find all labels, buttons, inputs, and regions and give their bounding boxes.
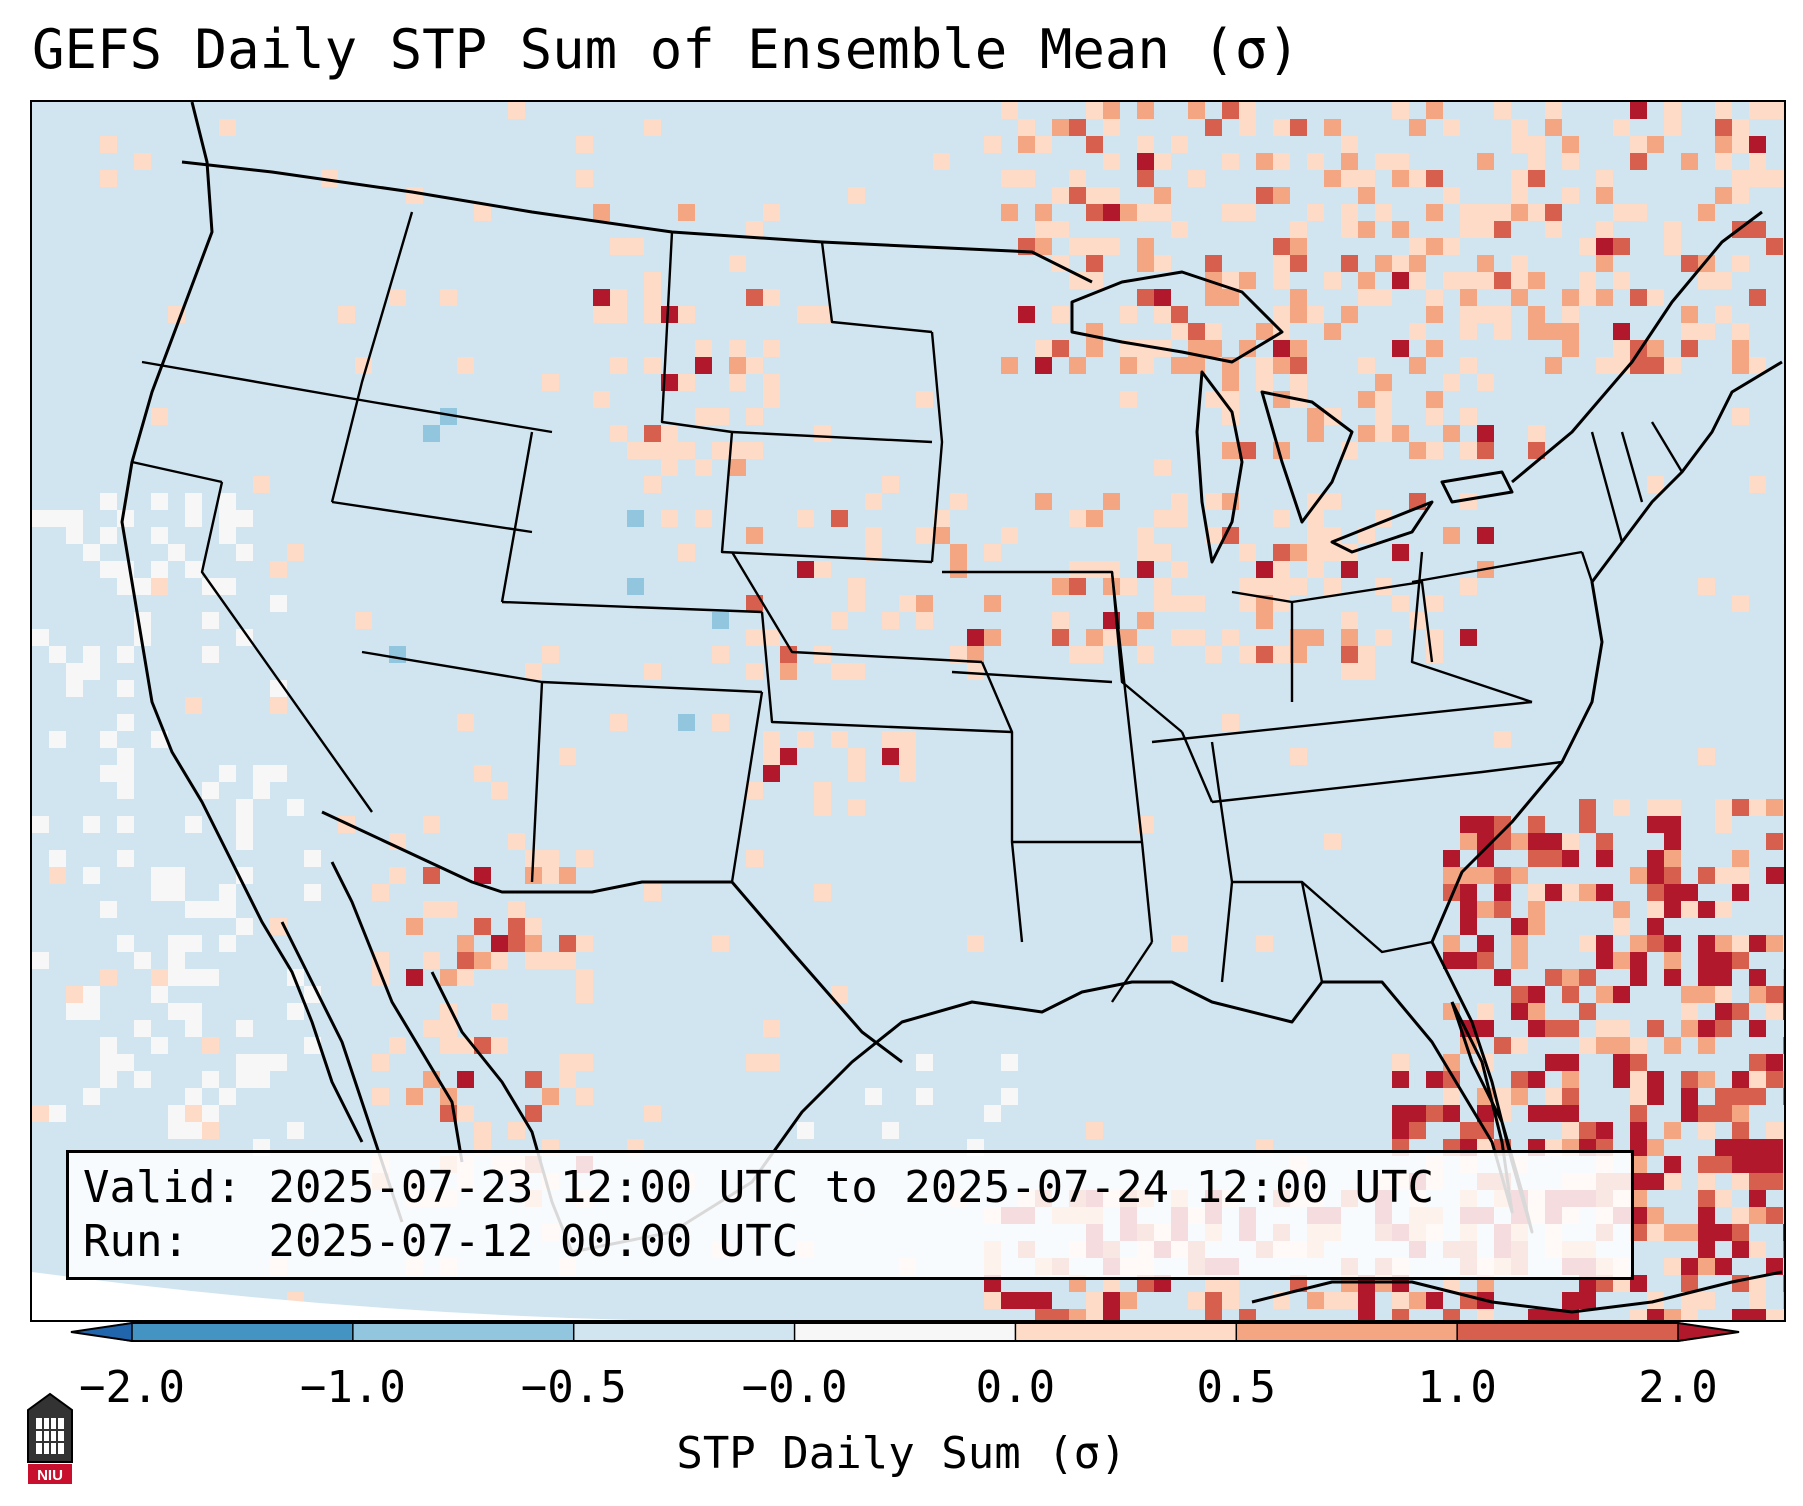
state-borders: [131, 211, 1684, 1003]
colorbar-tick-label: −0.5: [520, 1362, 627, 1413]
run-label: Run:: [83, 1216, 189, 1267]
colorbar-extend-high: [1678, 1322, 1740, 1342]
valid-value: 2025-07-23 12:00 UTC to 2025-07-24 12:00…: [268, 1162, 1435, 1213]
colorbar-segment: [1457, 1322, 1679, 1342]
colorbar-segment: [352, 1322, 575, 1342]
colorbar-tick-label: 2.0: [1638, 1362, 1718, 1413]
niu-logo: NIU: [27, 1392, 73, 1484]
logo-text: NIU: [37, 1467, 63, 1484]
us-canada-border: [181, 160, 1093, 284]
lake-superior: [1070, 270, 1284, 364]
colorbar: [70, 1322, 1740, 1342]
colorbar-extend-low: [70, 1322, 132, 1342]
stp-grid-cells: [32, 102, 1784, 1320]
map-panel: [30, 100, 1786, 1322]
colorbar-tick-label: −0.0: [741, 1362, 848, 1413]
atlantic-coastline: [1430, 360, 1783, 943]
colorbar-tick-label: 0.0: [975, 1362, 1056, 1413]
colorbar-segment: [794, 1322, 1016, 1342]
colorbar-segment: [1015, 1322, 1237, 1342]
cuba-coastline: [1251, 1270, 1783, 1314]
colorbar-segment: [1236, 1322, 1458, 1342]
map-boundaries: [120, 102, 1783, 1314]
lake-huron: [1260, 390, 1354, 524]
colorbar-tick-label: 0.5: [1196, 1362, 1277, 1413]
valid-row: Valid: 2025-07-23 12:00 UTC to 2025-07-2…: [83, 1161, 1617, 1215]
valid-label: Valid:: [83, 1162, 242, 1213]
colorbar-segment: [132, 1322, 354, 1342]
lake-ontario: [1440, 470, 1514, 504]
colorbar-tick-label: 1.0: [1417, 1362, 1497, 1413]
run-row: Run: 2025-07-12 00:00 UTC: [83, 1215, 1617, 1269]
st-lawrence: [1511, 210, 1763, 484]
run-value: 2025-07-12 00:00 UTC: [268, 1216, 799, 1267]
us-mexico-border: [321, 810, 903, 1064]
chart-title: GEFS Daily STP Sum of Ensemble Mean (σ): [32, 18, 1300, 81]
colorbar-label: STP Daily Sum (σ): [676, 1428, 1127, 1479]
colorbar-tick-label: −2.0: [79, 1362, 185, 1413]
colorbar-segment: [573, 1322, 796, 1342]
lake-michigan: [1195, 370, 1244, 564]
colorbar-tick-label: −1.0: [299, 1362, 406, 1413]
valid-run-info-box: Valid: 2025-07-23 12:00 UTC to 2025-07-2…: [66, 1150, 1634, 1280]
lake-erie: [1330, 500, 1434, 554]
pacific-coastline: [120, 102, 364, 1143]
